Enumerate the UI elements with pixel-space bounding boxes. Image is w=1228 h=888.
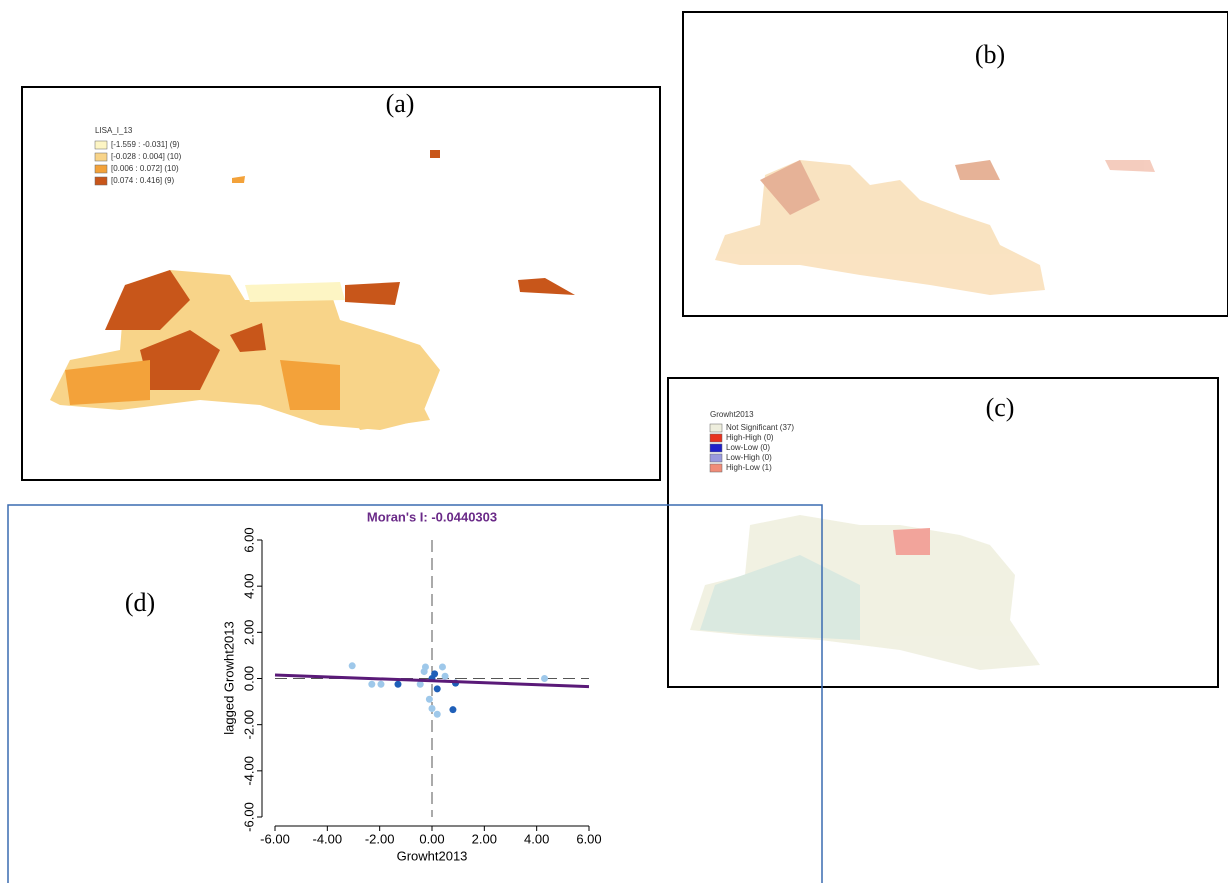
y-tick-label: 0.00	[241, 666, 256, 691]
y-tick-label: 4.00	[241, 574, 256, 599]
legend-title: Growht2013	[710, 410, 754, 419]
legend-label: [-1.559 : -0.031] (9)	[111, 140, 180, 149]
point	[442, 673, 449, 680]
x-axis-label: Growht2013	[397, 848, 468, 863]
panel-label: (b)	[975, 40, 1005, 69]
point	[368, 681, 375, 688]
point	[434, 685, 441, 692]
x-tick-label: -6.00	[260, 831, 290, 846]
point	[421, 668, 428, 675]
y-tick-label: -2.00	[241, 710, 256, 740]
legend-swatch	[710, 434, 722, 442]
point	[426, 696, 433, 703]
legend-label: Low-High (0)	[726, 453, 772, 462]
y-axis-label: lagged Growht2013	[221, 621, 236, 734]
legend-swatch	[710, 444, 722, 452]
point	[377, 681, 384, 688]
map-b	[715, 160, 1155, 295]
legend-label: [0.074 : 0.416] (9)	[111, 176, 174, 185]
point	[439, 663, 446, 670]
point	[541, 675, 548, 682]
point	[394, 681, 401, 688]
point	[434, 711, 441, 718]
legend-label: [0.006 : 0.072] (10)	[111, 164, 179, 173]
map-c	[690, 515, 1040, 670]
legend-swatch	[95, 177, 107, 185]
legend-label: High-Low (1)	[726, 463, 772, 472]
figure: (a) LISA_I_13 [-1.559 : -0.031] (9) [-0.0…	[0, 0, 1228, 883]
legend-label: Low-Low (0)	[726, 443, 770, 452]
x-tick-label: 6.00	[576, 831, 601, 846]
legend-swatch	[95, 165, 107, 173]
chart-title: Moran's I: -0.0440303	[367, 509, 497, 524]
point	[449, 706, 456, 713]
y-tick-label: -6.00	[241, 802, 256, 832]
legend-swatch	[95, 141, 107, 149]
legend-label: High-High (0)	[726, 433, 774, 442]
panel-label: (a)	[386, 89, 415, 118]
point	[431, 670, 438, 677]
legend-swatch	[95, 153, 107, 161]
x-tick-label: -2.00	[365, 831, 395, 846]
x-tick-label: 2.00	[472, 831, 497, 846]
legend-swatch	[710, 464, 722, 472]
point	[429, 705, 436, 712]
y-tick-label: -4.00	[241, 756, 256, 786]
legend-swatch	[710, 424, 722, 432]
x-tick-label: -4.00	[313, 831, 343, 846]
map-a	[50, 150, 575, 430]
point	[349, 662, 356, 669]
legend-swatch	[710, 454, 722, 462]
legend-label: Not Significant (37)	[726, 423, 794, 432]
x-tick-label: 4.00	[524, 831, 549, 846]
panel-label: (c)	[986, 393, 1015, 422]
legend-title: LISA_I_13	[95, 126, 133, 135]
panel-label: (d)	[125, 588, 155, 617]
x-tick-label: 0.00	[419, 831, 444, 846]
y-tick-label: 2.00	[241, 620, 256, 645]
legend-label: [-0.028 : 0.004] (10)	[111, 152, 182, 161]
y-tick-label: 6.00	[241, 527, 256, 552]
